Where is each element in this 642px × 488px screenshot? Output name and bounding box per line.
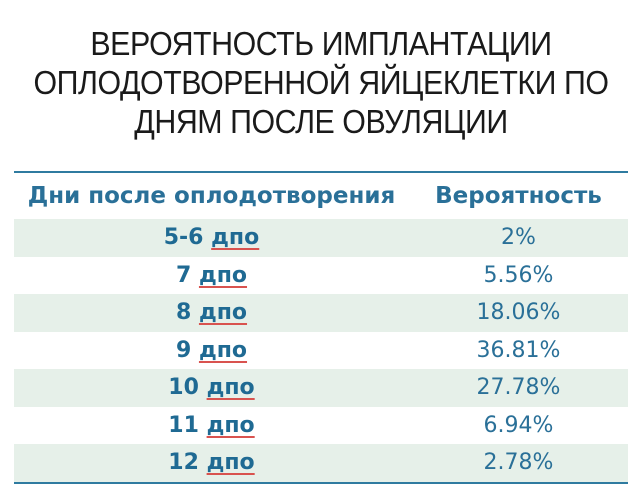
title-line-1: ВЕРОЯТНОСТЬ ИМПЛАНТАЦИИ [90, 25, 552, 62]
day-unit: дпо [211, 225, 260, 251]
probability-cell: 2% [501, 225, 536, 251]
table-row: 11 дпо 6.94% [14, 407, 628, 445]
day-cell: 12 дпо [14, 450, 409, 475]
day-unit: дпо [198, 300, 248, 326]
day-cell: 10 дпо [14, 375, 409, 400]
probability-cell: 5.56% [483, 262, 554, 288]
probability-cell: 36.81% [476, 337, 561, 363]
column-header-days: Дни после оплодотворения [27, 183, 396, 209]
table-row: 10 дпо 27.78% [14, 369, 628, 407]
table-header-row: Дни после оплодотворения Вероятность [14, 173, 628, 219]
probability-cell: 2.78% [483, 450, 554, 476]
page-title: ВЕРОЯТНОСТЬ ИМПЛАНТАЦИИ ОПЛОДОТВОРЕННОЙ … [26, 24, 617, 141]
probability-cell: 27.78% [476, 375, 561, 401]
day-number: 7 [175, 262, 192, 288]
day-number: 12 [168, 450, 199, 476]
table-row: 7 дпо 5.56% [14, 257, 628, 295]
day-unit: дпо [206, 375, 255, 401]
day-cell: 5-6 дпо [14, 225, 409, 250]
table-row: 8 дпо 18.06% [14, 294, 628, 332]
probability-cell: 6.94% [483, 412, 554, 438]
table-row: 12 дпо 2.78% [14, 444, 628, 482]
day-cell: 8 дпо [14, 300, 409, 325]
column-header-probability: Вероятность [435, 183, 602, 209]
probability-table: Дни после оплодотворения Вероятность 5-6… [14, 171, 628, 484]
day-unit: дпо [206, 412, 255, 438]
day-cell: 9 дпо [14, 338, 409, 363]
day-cell: 11 дпо [14, 413, 409, 438]
day-number: 5-6 [163, 225, 204, 251]
day-number: 11 [168, 412, 199, 438]
day-unit: дпо [198, 262, 248, 288]
day-unit: дпо [198, 337, 248, 363]
table-row: 5-6 дпо 2% [14, 219, 628, 257]
title-line-2: ОПЛОДОТВОРЕННОЙ ЯЙЦЕКЛЕТКИ ПО [33, 64, 609, 101]
day-number: 8 [175, 300, 192, 326]
day-cell: 7 дпо [14, 263, 409, 288]
title-line-3: ДНЯМ ПОСЛЕ ОВУЛЯЦИИ [134, 103, 508, 140]
day-unit: дпо [206, 450, 255, 476]
day-number: 10 [168, 375, 199, 401]
table-row: 9 дпо 36.81% [14, 332, 628, 370]
day-number: 9 [175, 337, 192, 363]
probability-cell: 18.06% [476, 300, 561, 326]
